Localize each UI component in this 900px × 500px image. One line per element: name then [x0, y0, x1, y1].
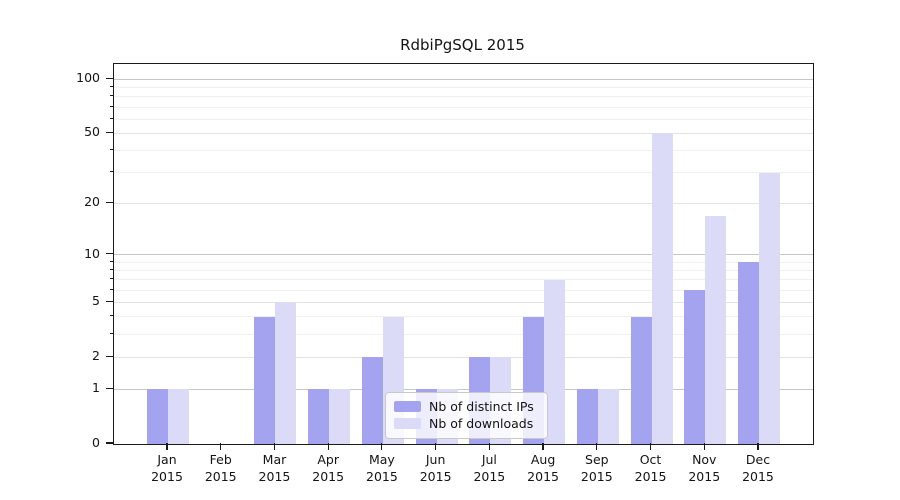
x-tick-label-jul: Jul 2015 — [473, 452, 506, 484]
y-tick-mark-0 — [106, 442, 113, 444]
bar-downloads-apr — [329, 389, 351, 444]
x-tick-mark-nov — [703, 443, 705, 450]
legend-item-downloads: Nb of downloads — [386, 415, 547, 432]
x-tick-mark-dec — [757, 443, 759, 450]
gridline-10 — [114, 254, 813, 255]
y-minor-tick-mark-6 — [109, 288, 113, 290]
y-tick-mark-5 — [106, 300, 113, 302]
gridline-minor-6 — [114, 289, 813, 291]
x-tick-mark-mar — [273, 443, 276, 450]
x-tick-label-nov: Nov 2015 — [688, 452, 721, 484]
bar-downloads-aug — [544, 279, 566, 444]
x-tick-label-jun: Jun 2015 — [419, 452, 452, 484]
gridline-minor-30 — [114, 172, 813, 174]
bar-downloads-nov — [705, 215, 727, 444]
gridline-minor-7 — [114, 279, 813, 281]
y-tick-label-2: 2 — [92, 348, 100, 364]
y-minor-tick-mark-7 — [109, 278, 113, 280]
y-tick-label-50: 50 — [84, 124, 100, 140]
y-tick-mark-1 — [106, 387, 113, 389]
gridline-100 — [114, 78, 813, 80]
bar-distinct-ips-jan — [147, 389, 168, 444]
x-axis: Jan 2015 Feb 2015 Mar 2015 Apr 2015 May 2015… — [113, 443, 812, 500]
legend-label-downloads: Nb of downloads — [429, 416, 534, 431]
x-tick-label-jan: Jan 2015 — [151, 452, 183, 484]
gridline-50 — [114, 132, 813, 134]
bar-distinct-ips-apr — [308, 389, 330, 444]
x-tick-label-dec: Dec 2015 — [742, 452, 774, 484]
bar-distinct-ips-dec — [737, 262, 759, 444]
x-tick-label-may: May 2015 — [366, 452, 398, 484]
gridline-minor-60 — [114, 118, 813, 120]
bar-distinct-ips-sep — [576, 389, 598, 444]
y-tick-label-10: 10 — [84, 245, 100, 261]
bar-downloads-jan — [168, 389, 189, 444]
y-tick-label-100: 100 — [76, 70, 100, 86]
gridline-2 — [114, 356, 813, 358]
gridline-5 — [114, 301, 813, 303]
y-minor-tick-mark-8 — [109, 268, 113, 270]
gridline-minor-40 — [114, 150, 813, 152]
y-tick-label-1: 1 — [92, 380, 100, 396]
x-tick-mark-may — [381, 443, 383, 450]
y-tick-mark-20 — [106, 201, 113, 203]
y-minor-tick-mark-9 — [109, 260, 113, 262]
y-minor-tick-mark-90 — [109, 86, 113, 88]
y-minor-tick-mark-60 — [109, 117, 113, 119]
legend: Nb of distinct IPs Nb of downloads — [385, 392, 548, 439]
y-minor-tick-mark-80 — [109, 95, 113, 97]
y-tick-label-20: 20 — [84, 194, 100, 210]
x-tick-mark-jul — [488, 443, 490, 450]
x-tick-label-oct: Oct 2015 — [634, 452, 667, 484]
gridline-minor-90 — [114, 87, 813, 89]
y-axis: 0 1 2 5 10 20 50 100 — [0, 63, 113, 463]
x-tick-label-mar: Mar 2015 — [258, 452, 291, 484]
y-tick-mark-100 — [106, 77, 113, 79]
x-tick-mark-jun — [435, 443, 437, 450]
gridline-minor-70 — [114, 106, 813, 108]
gridline-minor-9 — [114, 261, 813, 263]
x-tick-label-aug: Aug 2015 — [527, 452, 559, 484]
bar-downloads-dec — [758, 172, 780, 444]
gridline-minor-4 — [114, 316, 813, 318]
x-tick-mark-jan — [166, 443, 168, 450]
legend-label-distinct-ips: Nb of distinct IPs — [429, 399, 534, 414]
y-minor-tick-mark-4 — [109, 315, 113, 317]
y-minor-tick-mark-40 — [109, 149, 113, 151]
gridline-minor-3 — [114, 333, 813, 335]
bar-downloads-oct — [651, 133, 673, 444]
y-tick-mark-50 — [106, 131, 113, 133]
x-tick-mark-feb — [220, 443, 222, 450]
bar-downloads-mar — [275, 302, 297, 444]
plot-area: Nb of distinct IPs Nb of downloads — [113, 63, 814, 445]
x-tick-mark-sep — [596, 443, 598, 450]
bar-distinct-ips-may — [361, 357, 383, 444]
y-minor-tick-mark-30 — [109, 171, 113, 173]
y-tick-mark-10 — [106, 252, 113, 255]
x-tick-mark-aug — [542, 443, 544, 450]
x-tick-label-apr: Apr 2015 — [312, 452, 345, 484]
bar-distinct-ips-oct — [630, 316, 652, 444]
bar-distinct-ips-nov — [684, 290, 706, 444]
y-tick-mark-2 — [106, 355, 113, 357]
legend-swatch-distinct-ips — [394, 401, 421, 412]
y-tick-label-0: 0 — [92, 435, 100, 450]
gridline-minor-8 — [114, 269, 813, 271]
gridline-20 — [114, 202, 813, 204]
bar-distinct-ips-mar — [254, 316, 276, 444]
x-tick-label-feb: Feb 2015 — [204, 452, 237, 484]
legend-item-distinct-ips: Nb of distinct IPs — [386, 398, 547, 415]
x-tick-mark-oct — [649, 443, 652, 450]
gridline-minor-80 — [114, 96, 813, 98]
y-tick-label-5: 5 — [92, 293, 100, 309]
chart-title: RdbiPgSQL 2015 — [400, 36, 525, 54]
gridline-1 — [114, 388, 813, 390]
x-tick-mark-apr — [327, 443, 329, 450]
y-minor-tick-mark-3 — [109, 332, 113, 334]
legend-swatch-downloads — [394, 418, 421, 429]
y-minor-tick-mark-70 — [109, 105, 113, 107]
bar-downloads-sep — [597, 389, 619, 444]
x-tick-label-sep: Sep 2015 — [580, 452, 613, 484]
